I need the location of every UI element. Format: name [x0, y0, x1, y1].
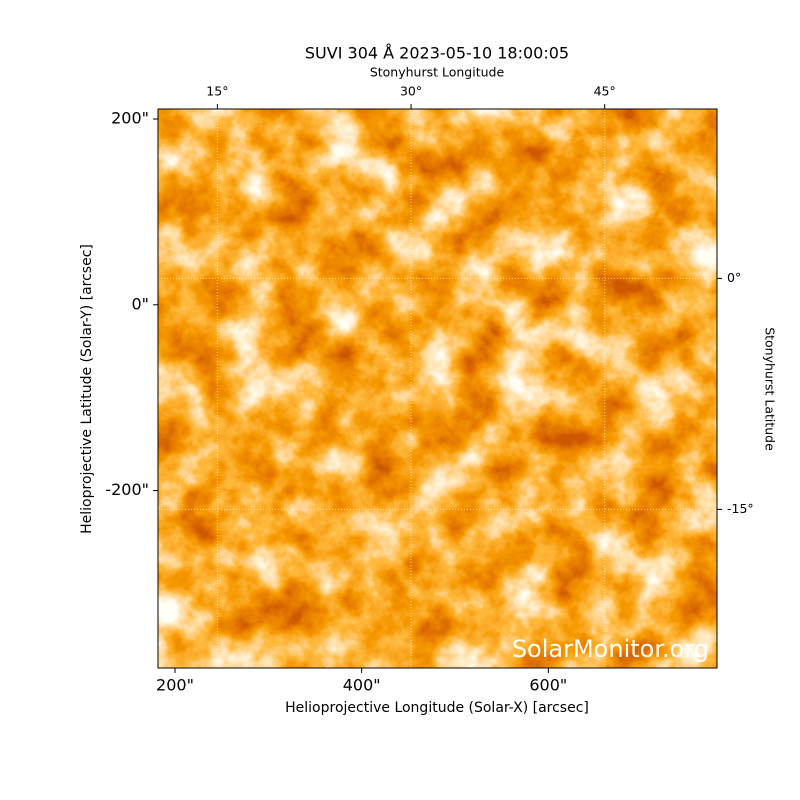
x2-tick-label: 15° [206, 84, 228, 99]
y2-axis-label: Stonyhurst Latitude [763, 327, 778, 451]
y-tick-label: -200" [105, 480, 149, 499]
y-tick-label: 0" [131, 294, 149, 313]
x2-tick-label: 45° [594, 84, 616, 99]
y2-tick-label: -15° [727, 501, 754, 516]
x-tick-label: 600" [529, 676, 567, 695]
y-tick-label: 200" [111, 109, 149, 128]
y-axis-label: Helioprojective Latitude (Solar-Y) [arcs… [79, 244, 95, 534]
x-axis-label: Helioprojective Longitude (Solar-X) [arc… [285, 700, 589, 716]
y2-tick-label: 0° [727, 270, 741, 285]
x2-tick-label: 30° [400, 84, 422, 99]
chart-title: SUVI 304 Å 2023-05-10 18:00:05 [305, 44, 569, 63]
plot-area [158, 109, 717, 668]
solar-image [158, 109, 717, 668]
watermark: SolarMonitor.org [512, 635, 709, 663]
x-tick-label: 400" [343, 676, 381, 695]
frame [157, 108, 718, 669]
x-tick-label: 200" [156, 676, 194, 695]
x2-axis-label: Stonyhurst Longitude [370, 65, 505, 80]
